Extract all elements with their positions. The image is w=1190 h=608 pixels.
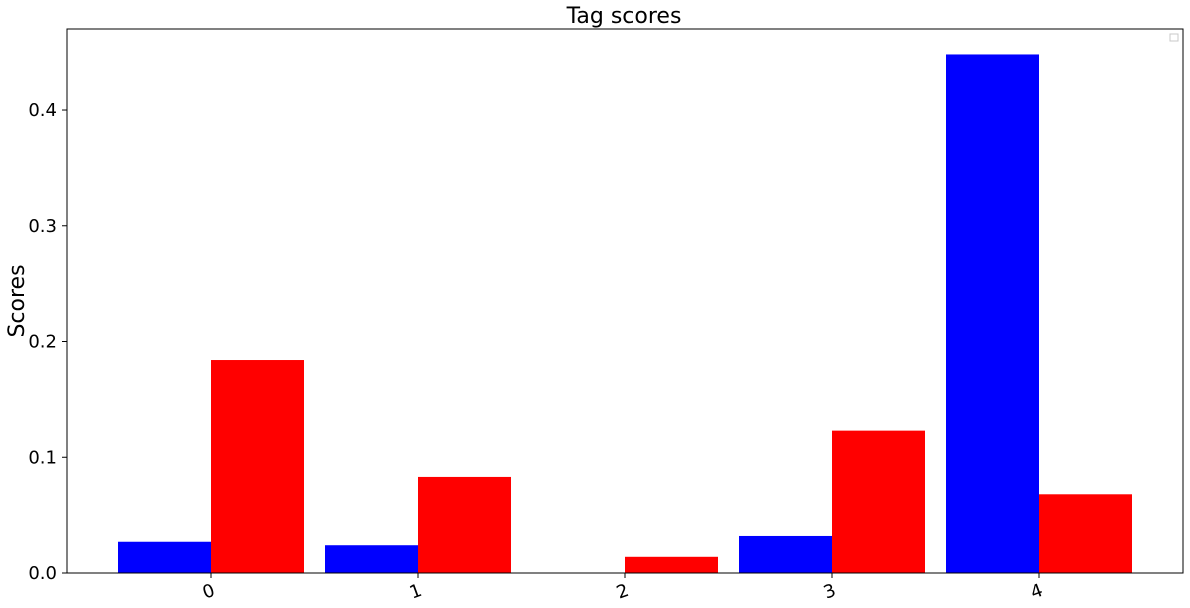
plot-frame bbox=[66, 28, 1184, 574]
bar-series0-cat4 bbox=[946, 54, 1039, 574]
y-tick-label: 0.0 bbox=[28, 563, 57, 584]
bar-series0-cat0 bbox=[118, 541, 211, 573]
x-tick-label: 0 bbox=[200, 580, 218, 604]
y-tick-label: 0.4 bbox=[28, 100, 57, 121]
x-tick-label: 2 bbox=[614, 580, 632, 604]
bar-series1-cat1 bbox=[418, 476, 511, 573]
y-tick-label: 0.3 bbox=[28, 216, 57, 237]
x-tick-label: 4 bbox=[1028, 580, 1046, 604]
bars-group bbox=[118, 54, 1132, 574]
x-axis-ticks: 0 1 2 3 4 bbox=[200, 573, 1046, 604]
bar-series0-cat1 bbox=[325, 545, 418, 573]
y-axis-ticks: 0.0 0.1 0.2 0.3 0.4 bbox=[28, 100, 67, 584]
y-tick-label: 0.1 bbox=[28, 447, 57, 468]
legend-box bbox=[1169, 33, 1179, 42]
bar-series1-cat3 bbox=[832, 430, 925, 573]
bar-series1-cat2 bbox=[625, 556, 718, 573]
bar-series1-cat0 bbox=[211, 360, 304, 573]
x-tick-label: 1 bbox=[407, 580, 425, 604]
bar-series1-cat4 bbox=[1039, 494, 1132, 573]
x-tick-label: 3 bbox=[821, 580, 839, 604]
chart-title: Tag scores bbox=[566, 4, 682, 29]
y-axis-label: Scores bbox=[5, 264, 30, 337]
bar-series0-cat3 bbox=[739, 535, 832, 573]
y-tick-label: 0.2 bbox=[28, 332, 57, 353]
